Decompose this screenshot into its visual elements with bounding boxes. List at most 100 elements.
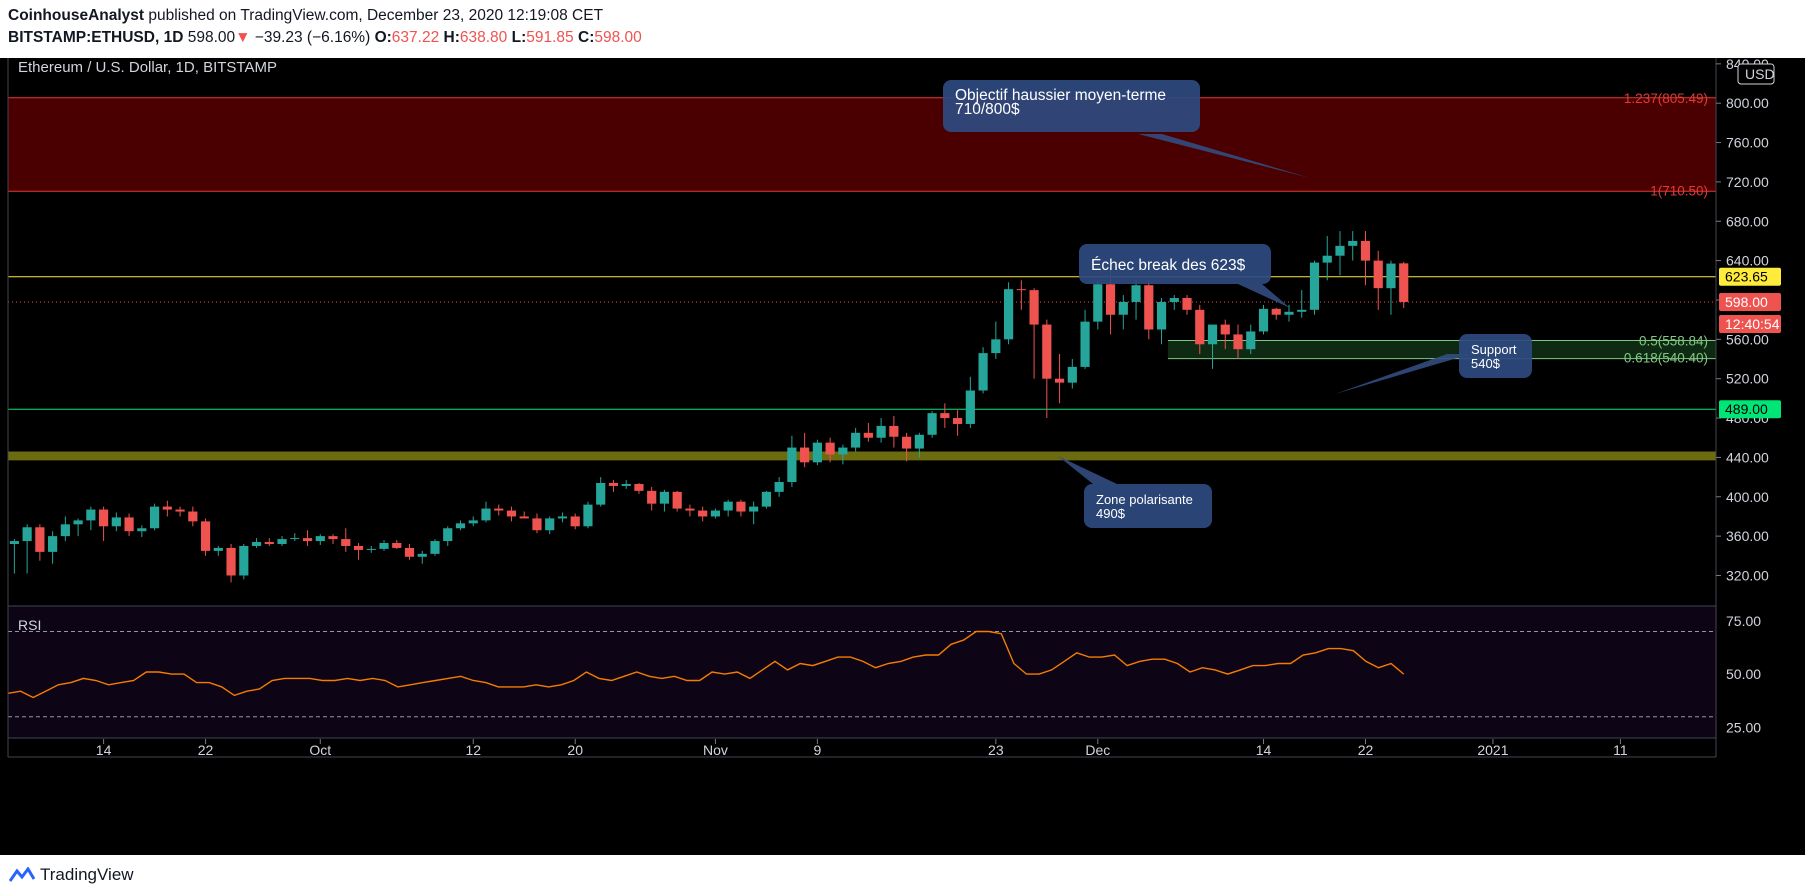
candle-body: [1003, 289, 1014, 340]
candle: [570, 513, 580, 530]
candle: [685, 504, 695, 517]
candle: [1271, 307, 1281, 320]
author-name[interactable]: CoinhouseAnalyst: [8, 7, 145, 24]
candle-body: [494, 508, 504, 511]
candle-body: [608, 482, 619, 486]
candle: [328, 534, 338, 544]
candle-body: [506, 510, 517, 517]
candle: [404, 543, 415, 560]
candle: [1042, 319, 1052, 419]
candle-body: [621, 483, 631, 486]
callout-pointer: [1138, 134, 1310, 178]
candle-body: [162, 506, 172, 510]
candle-body: [800, 447, 810, 463]
candle: [430, 539, 440, 556]
candle: [1054, 354, 1065, 404]
candle: [940, 403, 950, 428]
footer-brand[interactable]: TradingView: [40, 865, 134, 884]
candle: [647, 486, 657, 511]
candle-body: [1220, 324, 1230, 335]
rsi-tick-label: 25.00: [1726, 719, 1761, 735]
candle-body: [1093, 284, 1103, 322]
candle-body: [838, 447, 848, 455]
candle-body: [1054, 378, 1065, 383]
candle-body: [99, 509, 109, 527]
low-value: 591.85: [526, 29, 574, 46]
candle-body: [1373, 260, 1383, 289]
candle: [60, 516, 70, 542]
price-change: −39.23 (−6.16%): [254, 29, 371, 46]
candle: [532, 513, 542, 534]
time-tick-label: 12: [465, 742, 481, 758]
price-tick-label: 440.00: [1726, 449, 1769, 465]
candle-body: [1258, 308, 1269, 332]
current-price-tag: 598.00: [1725, 294, 1768, 310]
time-tick-label: Oct: [309, 742, 331, 758]
candle-body: [1360, 240, 1371, 261]
currency-badge: USD: [1745, 66, 1775, 82]
candle-body: [519, 516, 529, 519]
candle-body: [264, 542, 274, 544]
candle-body: [353, 545, 364, 550]
candle: [800, 432, 810, 468]
candle-body: [902, 436, 912, 449]
candle-body: [468, 520, 478, 524]
candle: [35, 524, 45, 561]
candle-body: [73, 520, 83, 525]
candle-body: [137, 528, 147, 532]
candle: [583, 501, 593, 529]
candle-body: [200, 521, 211, 551]
candle: [838, 444, 848, 465]
rsi-tick-label: 75.00: [1726, 613, 1761, 629]
candle-body: [736, 501, 746, 512]
candle: [22, 524, 32, 574]
candle-body: [1016, 289, 1026, 291]
low-label: L:: [511, 29, 527, 46]
candle-body: [545, 518, 555, 531]
candle: [48, 531, 58, 564]
candle: [111, 512, 121, 532]
candle-body: [1029, 290, 1039, 325]
candle: [1207, 324, 1218, 369]
candle-body: [149, 506, 160, 529]
level-tag-bg: [1719, 400, 1781, 419]
candle-body: [1246, 331, 1256, 350]
candle-body: [914, 434, 924, 449]
time-tick-label: 11: [1613, 742, 1628, 758]
candle-body: [1297, 309, 1307, 312]
publish-date: published on TradingView.com, December 2…: [148, 7, 604, 24]
candle-body: [1105, 284, 1116, 315]
time-tick-label: 14: [96, 742, 112, 758]
candle-body: [851, 432, 861, 448]
time-tick-label: 23: [988, 742, 1004, 758]
candle: [239, 543, 249, 580]
candle: [1246, 324, 1256, 355]
candle: [1195, 304, 1205, 355]
candle: [264, 538, 274, 546]
candle: [1335, 231, 1345, 276]
candle-body: [188, 511, 198, 522]
candle: [825, 437, 835, 463]
candle: [417, 550, 427, 564]
callout-pointer: [1238, 284, 1290, 308]
candle: [953, 410, 963, 436]
candle: [902, 432, 912, 462]
candle-body: [111, 517, 121, 527]
candle: [353, 543, 364, 560]
candle-body: [1144, 285, 1154, 330]
candle-body: [812, 442, 822, 463]
callout-box: [1084, 484, 1212, 528]
candle: [876, 418, 886, 443]
candle-body: [1399, 263, 1409, 302]
candle: [1169, 295, 1179, 310]
candle-body: [1118, 301, 1128, 315]
callout-text: Échec break des 623$: [1091, 257, 1246, 274]
candle: [812, 439, 822, 466]
candle-body: [723, 501, 733, 511]
callout-text: Zone polarisante: [1096, 492, 1193, 507]
candle-body: [60, 524, 70, 537]
candle: [914, 432, 924, 458]
chart-canvas[interactable]: 1.237(805.49) 1(710.50) 0.5(558.84) 0.618(5…: [0, 58, 1805, 855]
candle: [1297, 290, 1307, 318]
candle-body: [863, 432, 873, 438]
